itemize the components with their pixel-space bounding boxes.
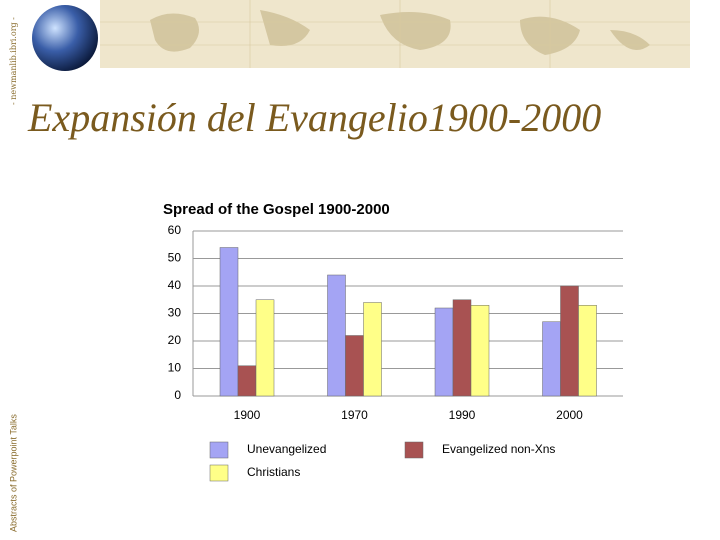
- bar: [327, 274, 346, 397]
- x-tick-label: 1970: [341, 408, 368, 422]
- bar: [255, 299, 275, 397]
- legend-label: Evangelized non-Xns: [442, 442, 555, 456]
- globe-icon: [32, 5, 98, 71]
- slide-title: Expansión del Evangelio1900-2000: [27, 95, 601, 140]
- legend-label: Christians: [247, 465, 300, 479]
- bar: [470, 305, 490, 397]
- y-tick-label: 0: [174, 388, 181, 402]
- legend-swatch: [209, 464, 229, 482]
- bar: [237, 365, 257, 397]
- y-tick-label: 60: [168, 223, 182, 237]
- chart-title: Spread of the Gospel 1900-2000: [163, 201, 390, 218]
- y-tick-label: 40: [168, 278, 182, 292]
- legend-label: Unevangelized: [247, 442, 326, 456]
- bar: [560, 285, 579, 397]
- x-tick-label: 1990: [449, 408, 476, 422]
- legend-swatch: [404, 441, 424, 459]
- bar: [542, 321, 561, 397]
- side-note: Abstracts of Powerpoint Talks: [8, 414, 18, 532]
- bar: [345, 335, 364, 397]
- y-tick-label: 10: [168, 361, 182, 375]
- bar: [578, 305, 597, 397]
- legend-swatch: [209, 441, 229, 459]
- bar: [434, 307, 454, 397]
- bar: [452, 299, 472, 397]
- x-tick-label: 2000: [556, 408, 583, 422]
- y-tick-label: 50: [168, 251, 182, 265]
- bar: [219, 247, 239, 397]
- bar: [363, 302, 382, 397]
- top-note: - newmanlib.ibri.org -: [9, 17, 18, 105]
- map-lines: [100, 0, 690, 68]
- x-tick-label: 1900: [234, 408, 261, 422]
- y-tick-label: 20: [168, 333, 182, 347]
- y-tick-label: 30: [168, 306, 182, 320]
